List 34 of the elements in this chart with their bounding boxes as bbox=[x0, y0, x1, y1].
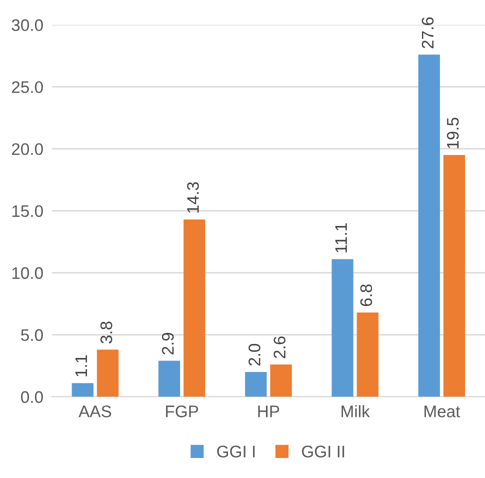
y-tick-label: 0.0 bbox=[21, 391, 43, 403]
bar bbox=[270, 364, 292, 397]
data-label: 3.8 bbox=[100, 322, 112, 344]
data-label: 2.9 bbox=[162, 332, 174, 354]
data-label: 19.5 bbox=[446, 118, 459, 148]
y-tick-label: 20.0 bbox=[12, 143, 43, 156]
data-label: 1.1 bbox=[75, 355, 87, 376]
x-tick-label: Milk bbox=[342, 405, 370, 418]
bar bbox=[356, 312, 378, 397]
y-tick-label: 30.0 bbox=[12, 19, 43, 32]
data-label: 11.1 bbox=[335, 223, 347, 252]
x-tick-label: HP bbox=[258, 406, 280, 418]
y-tick-label: 5.0 bbox=[21, 329, 43, 341]
y-tick-label: 25.0 bbox=[12, 81, 43, 94]
bar bbox=[72, 383, 94, 397]
bar bbox=[332, 259, 354, 397]
bar bbox=[245, 372, 267, 397]
x-tick-label: Meat bbox=[424, 406, 460, 418]
data-label: 2.0 bbox=[248, 344, 260, 366]
data-label: 6.8 bbox=[360, 284, 372, 306]
data-label: 14.3 bbox=[187, 182, 199, 213]
legend-label: GGI II bbox=[302, 446, 344, 458]
bar bbox=[184, 219, 206, 397]
bar bbox=[96, 350, 119, 397]
y-tick-label: 15.0 bbox=[12, 205, 43, 217]
x-tick-label: FGP bbox=[166, 406, 198, 418]
legend-label: GGI I bbox=[217, 446, 255, 458]
bar bbox=[418, 54, 440, 397]
y-tick-label: 10.0 bbox=[12, 267, 43, 279]
x-tick-label: AAS bbox=[78, 406, 112, 418]
data-label: 27.6 bbox=[422, 17, 434, 48]
data-label: 2.6 bbox=[274, 336, 286, 358]
bar bbox=[443, 155, 466, 397]
bar bbox=[158, 360, 180, 397]
